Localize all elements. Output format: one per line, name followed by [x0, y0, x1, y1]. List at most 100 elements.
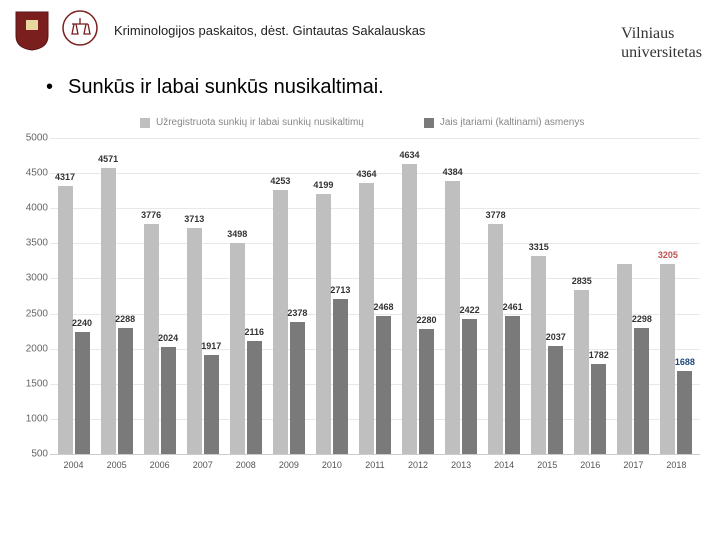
bar-label-series2: 2461: [503, 302, 523, 312]
y-axis: 500100015002000250030003500400045005000: [14, 138, 48, 454]
bar-series2: 2280: [419, 329, 434, 454]
lecture-label: Kriminologijos paskaitos, dėst. Gintauta…: [114, 23, 425, 38]
bar-label-series2: 2280: [417, 315, 437, 325]
x-label: 2012: [399, 454, 438, 478]
bar-label-series2: 2116: [245, 327, 265, 337]
x-label: 2015: [528, 454, 567, 478]
x-label: 2008: [226, 454, 265, 478]
bar-series1: 3498: [230, 243, 245, 454]
bar-group: 37782461: [485, 138, 524, 454]
x-label: 2016: [571, 454, 610, 478]
y-tick: 2000: [14, 343, 48, 354]
bar-series1: 4317: [58, 186, 73, 454]
bar-label-series1: 4364: [356, 169, 376, 179]
bar-group: 37762024: [140, 138, 179, 454]
bar-group: 4571 2288: [97, 138, 136, 454]
y-tick: 4000: [14, 203, 48, 214]
bar-series2: 2461: [505, 316, 520, 454]
bar-series1: 4253: [273, 190, 288, 454]
university-crest-icon: [12, 8, 52, 52]
header: Kriminologijos paskaitos, dėst. Gintauta…: [0, 0, 720, 56]
bar-label-series1: 3776: [141, 210, 161, 220]
bar-label-series1: 4384: [443, 167, 463, 177]
bar-series1: 3778: [488, 224, 503, 454]
faculty-crest-icon: [60, 8, 100, 52]
bar-label-series2: 2024: [158, 333, 178, 343]
bar-series2: 2240: [75, 332, 90, 454]
bar-series1: 4199: [316, 194, 331, 454]
bar-group: 28351782: [571, 138, 610, 454]
bar-group: 42532378: [269, 138, 308, 454]
university-name: Vilniaus universitetas: [621, 24, 702, 62]
bar-label-series2: 2288: [115, 314, 135, 324]
bar-group: 2298: [614, 138, 653, 454]
bar-series2: 2713: [333, 299, 348, 454]
bar-series2: 2468: [376, 316, 391, 454]
bar-label-series1: 3315: [529, 242, 549, 252]
y-tick: 2500: [14, 308, 48, 319]
bar-series2: 2298: [634, 328, 649, 454]
bar-label-series1: 3778: [486, 210, 506, 220]
bar-group: 33152037: [528, 138, 567, 454]
bar-series2: 1782: [591, 364, 606, 454]
bar-series1: 3713: [187, 228, 202, 454]
x-label: 2009: [269, 454, 308, 478]
bar-label-series2: 2240: [72, 318, 92, 328]
x-label: 2013: [442, 454, 481, 478]
bullet-icon: •: [46, 76, 60, 99]
bar-group: 43842422: [442, 138, 481, 454]
bar-label-series2: 2468: [373, 302, 393, 312]
y-tick: 3000: [14, 273, 48, 284]
bar-group: 46342280: [399, 138, 438, 454]
bar-group: 4364 2468: [355, 138, 394, 454]
bar-label-series1: 3498: [227, 229, 247, 239]
bar-label-series1: 4253: [270, 176, 290, 186]
x-label: 2018: [657, 454, 696, 478]
bar-group: 41992713: [312, 138, 351, 454]
bar-label-series1: 3205: [658, 250, 678, 260]
bar-label-series2: 2713: [330, 285, 350, 295]
slide-title-row: •Sunkūs ir labai sunkūs nusikaltimai.: [0, 56, 720, 109]
x-label: 2017: [614, 454, 653, 478]
x-label: 2010: [312, 454, 351, 478]
bar-group: 37131917: [183, 138, 222, 454]
bar-series2: 1688: [677, 371, 692, 454]
plot-area: 4317224045712288377620243713191734982116…: [50, 138, 700, 454]
y-tick: 5000: [14, 133, 48, 144]
chart-legend: Užregistruota sunkių ir labai sunkių nus…: [0, 109, 720, 132]
chart: 500100015002000250030003500400045005000 …: [50, 138, 700, 478]
y-tick: 4500: [14, 168, 48, 179]
x-label: 2004: [54, 454, 93, 478]
bar-label-series2: 1917: [201, 341, 221, 351]
bar-series1: 3315: [531, 256, 546, 454]
university-name-line2: universitetas: [621, 43, 702, 62]
x-label: 2006: [140, 454, 179, 478]
bar-label-series2: 2298: [632, 314, 652, 324]
bar-series1: 3776: [144, 224, 159, 454]
bar-series1: 4634: [402, 164, 417, 454]
bar-series2: 2116: [247, 341, 262, 454]
x-label: 2011: [355, 454, 394, 478]
bar-label-series1: 4199: [313, 180, 333, 190]
x-label: 2014: [485, 454, 524, 478]
bar-series2: 2037: [548, 346, 563, 454]
bar-label-series2: 2422: [460, 305, 480, 315]
bar-label-series2: 2378: [287, 308, 307, 318]
y-tick: 1000: [14, 413, 48, 424]
bar-series2: 2378: [290, 322, 305, 454]
legend-label-1: Užregistruota sunkių ir labai sunkių nus…: [156, 117, 364, 128]
bar-series1: 4384: [445, 181, 460, 454]
bar-series1: 3205: [660, 264, 675, 454]
x-label: 2005: [97, 454, 136, 478]
bar-label-series1: 4317: [55, 172, 75, 182]
bar-label-series2: 1782: [589, 350, 609, 360]
legend-swatch-1: [140, 118, 150, 128]
legend-item-1: Užregistruota sunkių ir labai sunkių nus…: [140, 117, 364, 128]
legend-label-2: Jais įtariami (kaltinami) asmenys: [440, 117, 584, 128]
bar-series2: 1917: [204, 355, 219, 455]
bar-label-series1: 4634: [400, 150, 420, 160]
bar-group: 32051688: [657, 138, 696, 454]
bar-label-series1: 4571: [98, 154, 118, 164]
x-axis: 2004200520062007200820092010201120122013…: [50, 454, 700, 478]
legend-item-2: Jais įtariami (kaltinami) asmenys: [424, 117, 584, 128]
